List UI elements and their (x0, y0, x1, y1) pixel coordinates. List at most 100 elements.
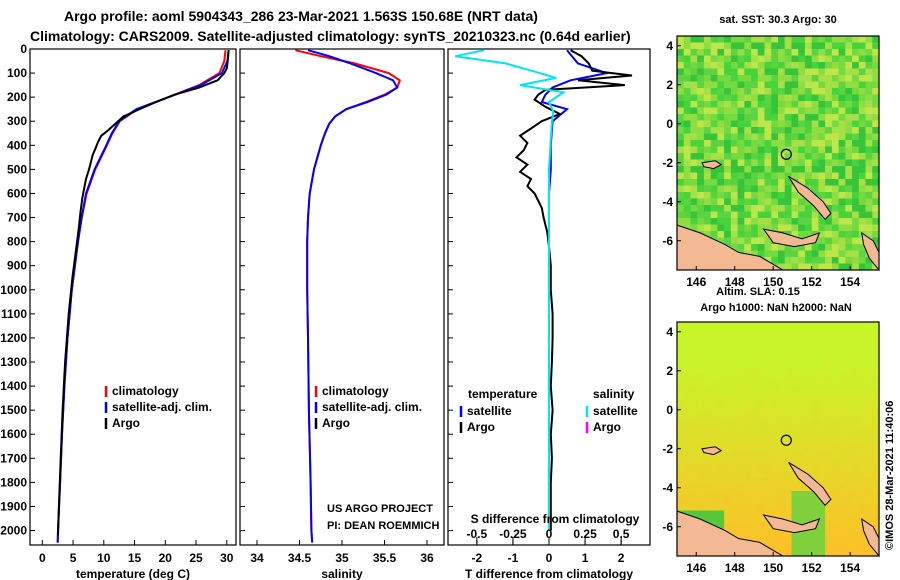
heatmap-cell (683, 81, 691, 89)
heatmap-cell (677, 153, 685, 160)
heatmap-cell (744, 237, 752, 245)
heatmap-cell (778, 348, 786, 355)
heatmap-cell (811, 55, 819, 63)
heatmap-cell (858, 458, 866, 466)
heatmap-cell (683, 101, 691, 108)
heatmap-cell (845, 335, 853, 342)
heatmap-cell (838, 263, 846, 271)
heatmap-cell (690, 166, 698, 173)
heatmap-cell (831, 432, 840, 440)
heatmap-cell (818, 179, 826, 186)
heatmap-cell (751, 114, 759, 121)
heatmap-cell (804, 549, 813, 557)
heatmap-cell (764, 354, 772, 362)
heatmap-cell (791, 497, 799, 505)
heatmap-cell (730, 406, 739, 414)
heatmap-cell (751, 504, 759, 511)
heatmap-cell (771, 250, 779, 258)
heatmap-cell (852, 328, 860, 336)
heatmap-cell (811, 101, 819, 108)
heatmap-cell (757, 42, 765, 50)
heatmap-cell (697, 198, 705, 206)
heatmap-cell (831, 380, 840, 388)
heatmap-cell (677, 471, 685, 479)
heatmap-cell (771, 445, 779, 453)
heatmap-cell (784, 153, 792, 160)
credit-line1: US ARGO PROJECT (327, 503, 433, 515)
heatmap-cell (811, 549, 819, 557)
heatmap-cell (690, 94, 698, 102)
heatmap-cell (865, 517, 873, 524)
heatmap-cell (690, 400, 698, 407)
heatmap-cell (717, 224, 725, 232)
heatmap-cell (710, 94, 718, 102)
heatmap-cell (730, 445, 739, 453)
heatmap-cell (778, 484, 786, 492)
heatmap-cell (778, 536, 786, 544)
heatmap-cell (730, 179, 739, 186)
heatmap-cell (825, 335, 833, 342)
heatmap-cell (724, 341, 732, 349)
heatmap-cell (751, 49, 759, 56)
heatmap-cell (710, 322, 718, 329)
heatmap-cell (778, 491, 786, 498)
heatmap-cell (710, 224, 718, 232)
heatmap-cell (784, 120, 792, 128)
heatmap-cell (865, 393, 873, 401)
heatmap-cell (818, 218, 826, 225)
heatmap-cell (865, 224, 873, 232)
heatmap-cell (865, 387, 873, 394)
heatmap-cell (771, 81, 779, 89)
heatmap-cell (804, 432, 813, 440)
heatmap-cell (831, 250, 840, 258)
heatmap-cell (737, 244, 745, 251)
heatmap-cell (764, 159, 772, 167)
heatmap-cell (865, 510, 873, 518)
heatmap-cell (838, 49, 846, 56)
heatmap-cell (724, 55, 732, 63)
heatmap-cell (784, 68, 792, 76)
heatmap-cell (825, 244, 833, 251)
heatmap-cell (778, 49, 786, 56)
heatmap-cell (690, 114, 698, 121)
heatmap-cell (784, 218, 792, 225)
heatmap-cell (845, 166, 853, 173)
heatmap-cell (845, 172, 853, 180)
heatmap-cell (778, 400, 786, 407)
heatmap-cell (737, 75, 745, 82)
heatmap-cell (791, 159, 799, 167)
heatmap-cell (838, 127, 846, 134)
heatmap-cell (845, 543, 853, 550)
heatmap-cell (865, 335, 873, 342)
heatmap-cell (764, 68, 772, 76)
heatmap-cell (825, 75, 833, 82)
heatmap-cell (751, 140, 759, 147)
heatmap-cell (791, 224, 799, 232)
heatmap-cell (852, 198, 860, 206)
heatmap-cell (730, 192, 739, 199)
heatmap-cell (703, 62, 712, 69)
y-tick-label: 0 (666, 117, 673, 131)
x-tick-label: 0 (39, 551, 46, 565)
heatmap-cell (798, 380, 806, 388)
heatmap-cell (798, 497, 806, 505)
heatmap-cell (737, 445, 745, 453)
heatmap-cell (730, 153, 739, 160)
heatmap-cell (838, 497, 846, 505)
heatmap-cell (771, 543, 779, 550)
heatmap-cell (757, 413, 765, 420)
heatmap-cell (771, 127, 779, 134)
heatmap-cell (724, 465, 732, 472)
heatmap-cell (798, 374, 806, 381)
heatmap-cell (683, 140, 691, 147)
heatmap-cell (791, 341, 799, 349)
heatmap-cell (771, 400, 779, 407)
heatmap-cell (831, 426, 840, 433)
heatmap-cell (710, 55, 718, 63)
heatmap-cell (703, 426, 712, 433)
heatmap-cell (771, 536, 779, 544)
heatmap-cell (724, 101, 732, 108)
heatmap-cell (757, 75, 765, 82)
heatmap-cell (831, 205, 840, 212)
heatmap-cell (744, 393, 752, 401)
